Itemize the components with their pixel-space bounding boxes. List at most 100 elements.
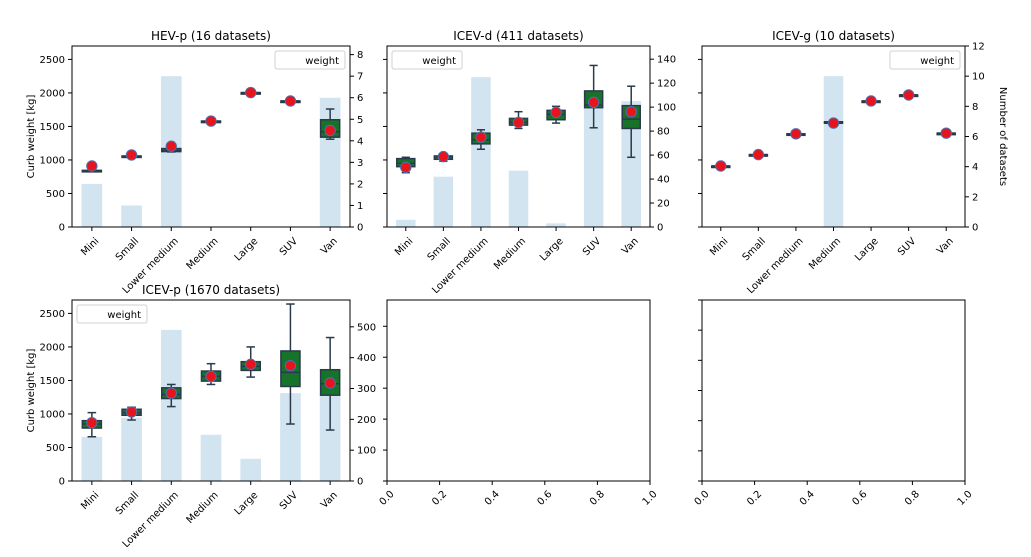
- plot-area: [81, 303, 341, 481]
- x-tick-label: Large: [233, 490, 261, 518]
- legend-label: weight: [422, 56, 456, 67]
- y2-tick-label: 300: [357, 384, 376, 395]
- count-bar: [81, 436, 103, 481]
- y2-tick-label: 10: [972, 72, 985, 83]
- mean-point: [125, 406, 138, 418]
- x-tick-label: Medium: [492, 236, 528, 272]
- legend-box: [76, 304, 148, 324]
- x-tick-label: Mini: [79, 490, 101, 512]
- x-tick-label: 0.2: [745, 489, 764, 508]
- x-tick-label: Van: [620, 236, 641, 257]
- box-suv: [280, 95, 301, 107]
- legend: weight: [889, 50, 961, 70]
- box-suv: [280, 303, 301, 425]
- y2-axis-label: Number of datasets: [997, 87, 1008, 186]
- count-bar: [280, 393, 301, 481]
- y2-tick-label: 0: [357, 223, 363, 234]
- mean-point: [284, 95, 297, 107]
- mean-point: [827, 117, 840, 129]
- legend: weight: [391, 50, 463, 70]
- axes-frame: [701, 299, 966, 482]
- legend: weight: [274, 50, 346, 70]
- legend-label: weight: [107, 310, 141, 321]
- y-tick-label: 1500: [40, 376, 65, 387]
- box-large: [546, 105, 566, 124]
- x-tick-label: 1.0: [641, 489, 660, 508]
- x-tick-label: Large: [538, 236, 566, 264]
- plot-area: [711, 76, 956, 227]
- mean-point: [324, 377, 336, 389]
- y-tick-label: 0: [59, 477, 65, 488]
- count-bar: [583, 107, 604, 227]
- axes-frame: [386, 299, 651, 482]
- x-tick-label: Mini: [708, 236, 730, 258]
- mean-point: [165, 140, 177, 152]
- mean-point: [715, 160, 727, 172]
- subplot-title: HEV-p (16 datasets): [151, 29, 271, 43]
- y-tick-label: 0: [59, 223, 65, 234]
- mean-point: [790, 128, 802, 140]
- axes-frame: [386, 45, 651, 228]
- subplot-title: ICEV-d (411 datasets): [453, 29, 583, 43]
- y-axis-label: Curb weight [kg]: [26, 349, 37, 433]
- y2-tick-label: 2: [357, 179, 363, 190]
- count-bar: [121, 417, 142, 481]
- subplot-6: 0.0 0.2 0.4 0.6 0.8 1.0: [693, 299, 975, 508]
- y-tick-label: 1000: [40, 155, 65, 166]
- mean-point: [324, 124, 336, 137]
- count-bar: [396, 219, 416, 227]
- count-bar: [319, 393, 341, 481]
- box-small: [121, 406, 142, 421]
- y2-tick-label: 12: [972, 42, 985, 53]
- y2-tick-label: 400: [357, 353, 376, 364]
- box-suv: [583, 64, 604, 129]
- y2-tick-label: 100: [657, 103, 676, 114]
- box-van: [936, 127, 956, 139]
- mean-point: [125, 149, 138, 161]
- box-medium: [823, 117, 844, 129]
- y2-tick-label: 6: [972, 132, 978, 143]
- y2-tick-label: 6: [357, 93, 363, 104]
- box-lower-medium: [161, 383, 182, 408]
- box-van: [319, 336, 341, 431]
- mean-point: [86, 160, 98, 172]
- mean-point: [550, 106, 562, 119]
- y2-tick-label: 5: [357, 115, 363, 126]
- mean-point: [165, 387, 177, 399]
- x-tick-label: Mini: [79, 236, 101, 258]
- y2-tick-label: 4: [972, 162, 978, 173]
- y2-tick-label: 4: [357, 136, 363, 147]
- box-van: [621, 85, 641, 159]
- x-tick-label: Large: [853, 236, 881, 264]
- y-axis-label: Curb weight [kg]: [26, 95, 37, 179]
- mean-point: [512, 116, 525, 129]
- x-tick-label: SUV: [581, 236, 603, 258]
- box-mini: [396, 156, 416, 174]
- y-tick-label: 1000: [40, 409, 65, 420]
- x-tick-label: 0.0: [693, 489, 712, 508]
- mean-point: [940, 127, 952, 139]
- x-tick-label: Small: [741, 236, 768, 263]
- count-bar: [200, 434, 222, 481]
- y2-tick-label: 200: [357, 415, 376, 426]
- y2-tick-label: 1: [357, 201, 363, 212]
- x-tick-label: SUV: [278, 490, 300, 512]
- legend-label: weight: [305, 56, 339, 67]
- x-tick-label: Van: [319, 490, 340, 511]
- count-bar: [240, 458, 262, 481]
- subplot-title: ICEV-g (10 datasets): [772, 29, 895, 43]
- mean-point: [902, 89, 915, 101]
- y-tick-label: 500: [46, 189, 65, 200]
- x-tick-label: 0.6: [850, 489, 869, 508]
- y2-tick-label: 40: [657, 175, 670, 186]
- x-tick-label: Small: [426, 236, 453, 263]
- x-tick-label: Van: [319, 236, 340, 257]
- mean-point: [245, 86, 257, 99]
- legend-box: [889, 50, 961, 70]
- mean-point: [86, 416, 98, 429]
- mean-point: [205, 370, 217, 383]
- box-medium: [200, 362, 222, 386]
